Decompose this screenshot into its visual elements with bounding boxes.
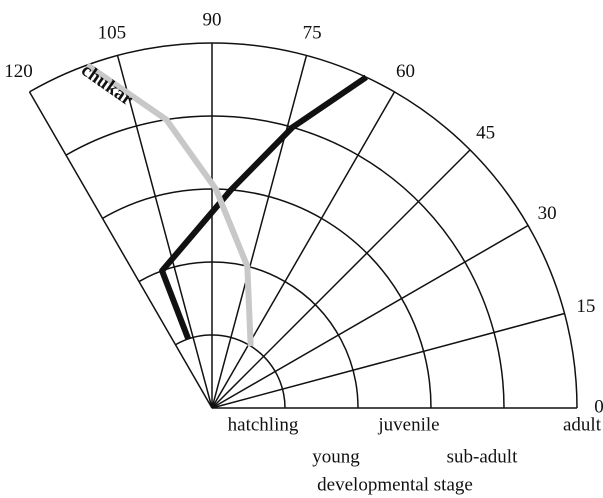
spoke [211, 224, 529, 409]
theta-tick-label: 105 [98, 23, 127, 44]
theta-tick-label: 45 [476, 123, 495, 144]
theta-tick-label: 90 [203, 9, 222, 30]
spoke [116, 55, 213, 409]
theta-tick-label: 75 [303, 23, 322, 44]
series-label: chukar [77, 60, 137, 111]
ring [65, 115, 505, 409]
spoke [28, 91, 213, 409]
ring [102, 188, 432, 409]
spoke [211, 312, 565, 409]
theta-tick-label: 0 [594, 396, 603, 417]
theta-tick-label: 120 [4, 61, 33, 82]
r-tick-label: juvenile [377, 414, 439, 435]
spoke [211, 91, 396, 409]
r-tick-label: sub-adult [447, 446, 518, 467]
spoke [211, 149, 471, 409]
theta-tick-label: 15 [576, 296, 595, 317]
series-line [85, 62, 254, 347]
r-tick-label: adult [563, 414, 602, 435]
theta-tick-label: 60 [396, 61, 415, 82]
r-tick-label: young [312, 446, 360, 467]
x-axis-label: developmental stage [317, 474, 473, 495]
theta-tick-label: 30 [538, 203, 557, 224]
series-line [159, 74, 368, 341]
spoke [211, 55, 308, 409]
r-tick-label: hatchling [228, 414, 299, 435]
